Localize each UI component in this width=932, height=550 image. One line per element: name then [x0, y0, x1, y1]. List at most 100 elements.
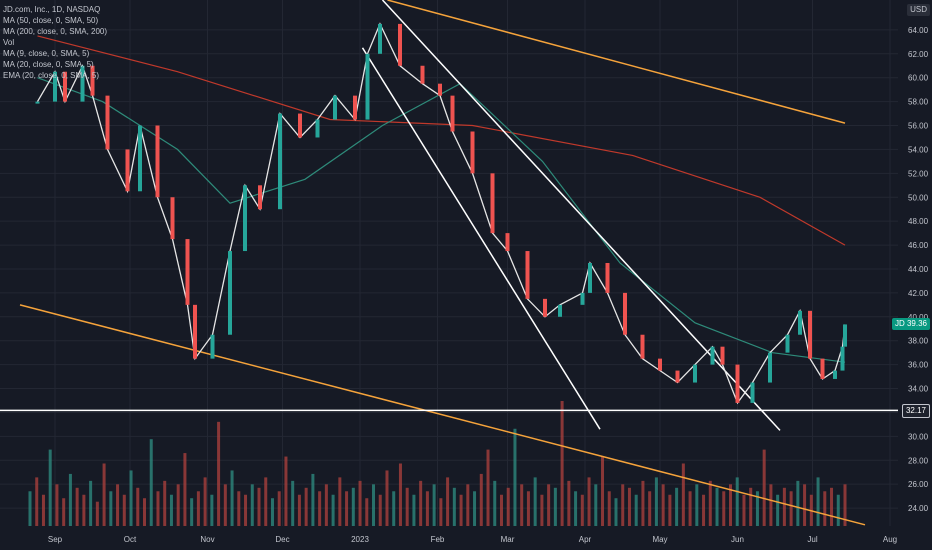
volume-bar — [250, 484, 254, 526]
volume-bar — [695, 484, 699, 526]
volume-bar — [68, 473, 72, 526]
candle — [378, 23, 382, 54]
y-tick-label: 44.00 — [908, 265, 929, 274]
volume-bar — [176, 484, 180, 526]
candle — [623, 292, 627, 335]
y-tick-label: 24.00 — [908, 504, 929, 513]
volume-bar — [35, 477, 39, 526]
x-tick-label: Apr — [579, 535, 592, 544]
volume-bar — [749, 487, 753, 526]
chart-grid — [0, 0, 898, 526]
volume-bar — [196, 491, 200, 526]
time-axis[interactable]: Sep Oct Nov Dec 2023 Feb Mar Apr May Jun Jul Aug — [0, 526, 932, 550]
x-tick-label: Nov — [200, 535, 214, 544]
volume-bar — [297, 494, 301, 526]
falling-channel-bottom-line — [361, 47, 601, 430]
x-tick-label: Dec — [275, 535, 289, 544]
candle — [525, 251, 530, 299]
volume-bar — [425, 491, 429, 526]
candle — [693, 364, 697, 383]
indicator-ma50[interactable]: MA (50, close, 0, SMA, 50) — [3, 16, 99, 25]
volume-bar — [291, 480, 295, 526]
candle — [125, 149, 130, 192]
indicator-vol[interactable]: Vol — [3, 38, 15, 47]
volume-bar — [843, 484, 847, 526]
volume-bar — [728, 484, 732, 526]
y-tick-label: 62.00 — [908, 50, 929, 59]
volume-bar — [89, 480, 93, 526]
volume-bar — [392, 491, 396, 526]
volume-bar — [372, 484, 376, 526]
volume-bar — [533, 477, 537, 526]
candle — [490, 173, 495, 234]
volume-bar — [311, 473, 315, 526]
symbol-title[interactable]: JD.com, Inc., 1D, NASDAQ — [3, 5, 101, 14]
y-tick-label: 34.00 — [908, 385, 929, 394]
volume-bar — [836, 494, 840, 526]
volume-bar — [473, 491, 477, 526]
x-tick-label: Aug — [883, 535, 897, 544]
candle — [750, 382, 755, 403]
x-tick-label: Jul — [807, 535, 817, 544]
volume-bar — [796, 480, 800, 526]
y-tick-label: 48.00 — [908, 217, 929, 226]
candle — [333, 95, 337, 120]
candle — [580, 292, 585, 305]
volume-bar — [587, 477, 591, 526]
volume-bar — [547, 484, 551, 526]
volume-bar — [217, 421, 221, 526]
candle — [353, 95, 357, 120]
level-tag: 32.17 — [901, 404, 930, 419]
volume-bar — [82, 494, 86, 526]
candle — [843, 324, 847, 347]
candle — [640, 334, 645, 359]
candle — [278, 113, 282, 210]
x-tick-label: Jun — [731, 535, 744, 544]
candle — [170, 197, 175, 240]
volume-bar — [203, 477, 207, 526]
y-tick-label: 40.00 — [908, 313, 929, 322]
price-axis[interactable]: 24.0026.0028.0030.0032.0034.0036.0038.00… — [898, 0, 932, 550]
trend-lines — [19, 0, 866, 526]
volume-bar — [230, 470, 234, 526]
y-tick-label: 52.00 — [908, 169, 929, 178]
y-tick-label: 36.00 — [908, 361, 929, 370]
candle — [785, 334, 790, 353]
currency-label[interactable]: USD — [907, 4, 930, 16]
volume-bar — [183, 453, 187, 526]
candle — [605, 263, 610, 293]
candle — [90, 65, 95, 96]
volume-bar — [345, 491, 349, 526]
volume-bar — [816, 477, 820, 526]
indicator-ma20[interactable]: MA (20, close, 0, SMA, 5) — [3, 60, 94, 69]
upper-channel-line — [387, 0, 846, 124]
volume-bar — [122, 494, 126, 526]
volume-bar — [594, 484, 598, 526]
volume-bar — [318, 491, 322, 526]
candle — [588, 263, 592, 293]
volume-bar — [116, 484, 120, 526]
candle — [420, 65, 425, 84]
x-tick-label: Sep — [48, 535, 63, 544]
indicator-ma9[interactable]: MA (9, close, 0, SMA, 5) — [3, 49, 90, 58]
volume-bar — [755, 491, 759, 526]
last-price-symbol: JD — [894, 319, 905, 329]
volume-bar — [769, 484, 773, 526]
volume-bar — [75, 487, 79, 526]
volume-bar — [654, 477, 658, 526]
candle — [155, 125, 160, 198]
indicator-ema20[interactable]: EMA (20, close, 0, SMA, 5) — [3, 71, 100, 80]
candle — [53, 71, 57, 102]
y-tick-label: 30.00 — [908, 432, 929, 441]
x-tick-label: Mar — [501, 535, 515, 544]
volume-bar — [782, 487, 786, 526]
volume-bar — [621, 484, 625, 526]
volume-bar — [634, 494, 638, 526]
volume-bar — [627, 487, 631, 526]
volume-bar — [264, 477, 268, 526]
volume-bar — [419, 480, 423, 526]
volume-bar — [277, 491, 281, 526]
indicator-ma200[interactable]: MA (200, close, 0, SMA, 200) — [3, 27, 108, 36]
volume-bar — [493, 480, 497, 526]
